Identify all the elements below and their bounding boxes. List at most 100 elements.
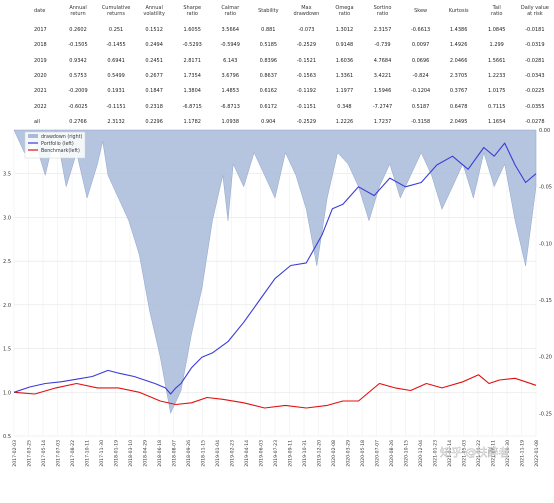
- column-header: Annual volatility: [143, 5, 165, 17]
- column-header: Kurtosis: [448, 8, 469, 14]
- table-cell: 0.3767: [449, 88, 468, 95]
- table-cell: 1.4853: [221, 88, 240, 95]
- table-row: 2021 -0.2009 0.1931 0.1847 1.3804 1.4853 0.616…: [0, 84, 554, 99]
- column-header: Daily value at risk: [520, 5, 549, 17]
- table-cell: 3.4221: [373, 72, 392, 79]
- legend-label: drawdown (right): [41, 134, 82, 140]
- x-tick-label: 2020-07-07: [375, 440, 381, 467]
- table-cell: 1.7237: [373, 119, 392, 126]
- table-cell: 0.2494: [145, 42, 163, 49]
- x-tick-label: 2021-08-11: [491, 440, 497, 467]
- table-cell: -0.739: [374, 42, 391, 49]
- x-tick-label: 2019-12-20: [317, 440, 323, 467]
- y-left-tick-label: 2.5: [3, 259, 11, 265]
- table-cell: 1.1782: [183, 119, 201, 126]
- table-cell: -0.824: [412, 72, 429, 79]
- drawdown-area: [13, 129, 537, 415]
- table-cell: 2.0495: [449, 119, 468, 126]
- table-cell: 1.0938: [221, 119, 240, 126]
- table-cell: -0.5949: [220, 42, 240, 49]
- table-cell: 1.6036: [335, 57, 354, 64]
- table-cell: 0.9342: [69, 57, 87, 64]
- table-cell: 3.5664: [221, 26, 240, 33]
- y-right-tick-label: 0.00: [539, 128, 550, 134]
- table-cell: -6.8715: [182, 103, 202, 110]
- chart-area: 0.5 1.0 1.5 2.0 2.5 3.0 3.5 0.00 -0.05 -0.10 -0.15…: [0, 128, 554, 499]
- table-cell: -7.2747: [372, 103, 393, 110]
- x-tick-label: 2018-03-10: [128, 440, 134, 467]
- table-cell: 0.8637: [259, 72, 278, 79]
- table-cell: 1.7354: [183, 72, 201, 79]
- column-header: Sharpe ratio: [183, 5, 202, 17]
- table-cell: 1.2233: [487, 72, 506, 79]
- y-right-tick-label: -0.05: [539, 185, 552, 191]
- y-right-tick-label: -0.20: [539, 355, 552, 361]
- y-left-tick-label: 3.5: [3, 172, 11, 178]
- table-cell: -0.2009: [68, 88, 88, 95]
- x-tick-label: 2019-07-23: [273, 440, 279, 467]
- watermark-text: 知乎 @扶醉者: [440, 445, 510, 459]
- x-tick-label: 2020-12-04: [418, 440, 424, 467]
- x-tick-label: 2021-09-30: [505, 440, 511, 467]
- table-cell: 0.8396: [259, 57, 278, 64]
- x-tick-label: 2021-05-03: [462, 440, 468, 467]
- table-cell: -0.1204: [410, 88, 431, 95]
- table-cell: 2018: [34, 42, 47, 49]
- table-row: 2018 -0.1505 -0.1455 0.2494 -0.5293 -0.5949 0.…: [0, 37, 554, 52]
- y-left-tick-label: 3.0: [3, 215, 11, 221]
- y-left-tick-label: 2.0: [3, 303, 11, 309]
- table-cell: 0.6162: [259, 88, 278, 95]
- table-cell: -0.1151: [296, 103, 317, 110]
- table-cell: 0.2451: [145, 57, 163, 64]
- table-cell: -0.0225: [525, 88, 545, 95]
- y-right-tick-label: -0.15: [539, 298, 552, 304]
- table-cell: -0.1455: [106, 42, 126, 49]
- table-cell: 1.4926: [449, 42, 468, 49]
- column-header: Skew: [414, 8, 428, 14]
- table-cell: -0.5293: [182, 42, 202, 49]
- table-cell: -0.1151: [106, 103, 126, 110]
- column-header: Stability: [258, 8, 279, 14]
- table-cell: 0.6478: [449, 103, 468, 110]
- y-right-tick-label: -0.25: [539, 411, 552, 417]
- table-cell: -0.0319: [525, 42, 545, 49]
- column-header: Annual return: [69, 5, 87, 17]
- table-cell: 0.5185: [259, 42, 278, 49]
- table-cell: 0.2677: [145, 72, 163, 79]
- table-cell: -6.8713: [220, 103, 240, 110]
- benchmark-line: [13, 374, 537, 409]
- table-cell: 1.1654: [487, 119, 506, 126]
- table-cell: 0.1847: [145, 88, 163, 95]
- table-cell: -0.2529: [296, 42, 317, 49]
- table-cell: -0.1521: [296, 57, 317, 64]
- column-header: Cumulative returns: [101, 5, 131, 17]
- y-left-tick-label: 1.5: [3, 347, 11, 353]
- x-tick-label: 2017-11-30: [99, 440, 105, 467]
- table-cell: 2.3157: [373, 26, 392, 33]
- table-cell: 0.2318: [145, 103, 163, 110]
- table-cell: 0.7115: [487, 103, 506, 110]
- x-tick-label: 2018-04-29: [143, 440, 149, 467]
- table-cell: -0.0355: [525, 103, 545, 110]
- y-left-tick-label: 0.5: [3, 434, 11, 440]
- table-row: 2017 0.2602 0.251 0.1512 1.6055 3.5664 0.881 -0…: [0, 22, 554, 37]
- table-cell: 1.3804: [183, 88, 201, 95]
- table-cell: 2.8171: [183, 57, 201, 64]
- table-cell: 1.0845: [487, 26, 506, 33]
- table-cell: 0.5499: [107, 72, 125, 79]
- table-cell: 0.6941: [107, 57, 125, 64]
- table-cell: 0.251: [108, 26, 124, 33]
- x-tick-label: 2019-02-23: [230, 440, 236, 467]
- x-tick-label: 2017-07-03: [56, 440, 62, 467]
- table-cell: 1.6055: [183, 26, 201, 33]
- legend-label: Benchmark(left): [41, 148, 80, 154]
- x-tick-label: 2018-09-26: [186, 440, 192, 467]
- table-cell: 3.6796: [221, 72, 240, 79]
- table-cell: 1.5946: [373, 88, 392, 95]
- table-cell: -0.0181: [525, 26, 545, 33]
- x-tick-label: 2017-10-11: [85, 440, 91, 467]
- x-tick-label: 2021-03-14: [447, 440, 453, 467]
- table-cell: -0.1505: [68, 42, 88, 49]
- table-cell: 6.143: [223, 57, 238, 64]
- x-tick-label: 2018-01-19: [114, 440, 120, 467]
